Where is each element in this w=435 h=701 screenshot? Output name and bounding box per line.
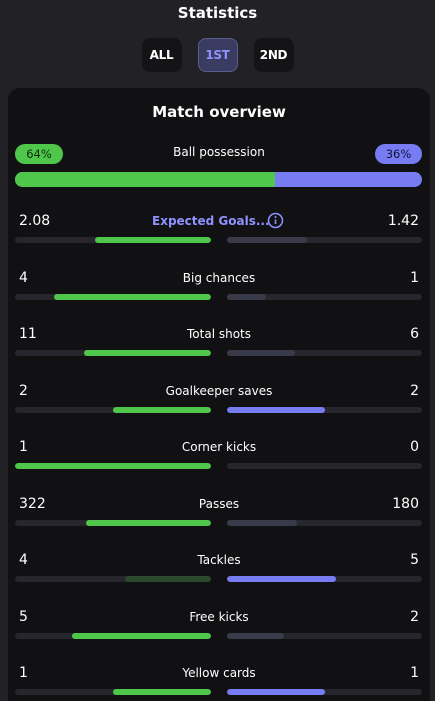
stat-label: Corner kicks [181, 440, 257, 454]
tab-second-half[interactable]: 2ND [253, 38, 294, 72]
away-bar-fill [227, 350, 296, 356]
away-value: 1 [410, 665, 419, 681]
away-bar-fill [227, 237, 307, 243]
home-bar-track [15, 406, 211, 413]
away-value: 6 [410, 326, 419, 342]
away-bar-track [227, 463, 422, 469]
home-bar-track [15, 576, 211, 582]
away-bar-fill [227, 293, 266, 300]
stat-label[interactable]: Expected Goals... [152, 214, 270, 228]
stat-row: 1 Yellow cards 1 [8, 665, 430, 701]
home-bar-fill [54, 293, 211, 300]
home-value: 5 [19, 608, 28, 625]
away-bar-track [227, 689, 422, 695]
stat-row: 322 Passes 180 [8, 496, 430, 536]
away-bar-track [227, 519, 422, 526]
away-value: 1.42 [387, 213, 419, 229]
match-overview-card: Match overview 64% Ball possession 36% 2… [8, 88, 430, 701]
possession-bar-home-fill [15, 172, 276, 187]
home-bar-track [15, 237, 211, 243]
period-tabs: ALL 1ST 2ND [0, 38, 435, 72]
away-value: 180 [392, 495, 419, 512]
away-bar-track [227, 237, 422, 243]
home-bar-fill [95, 237, 211, 243]
home-bar-fill [124, 576, 211, 582]
stat-label: Free kicks [189, 609, 249, 624]
home-bar-track [15, 293, 211, 300]
home-value: 11 [19, 326, 37, 342]
away-bar-track [227, 293, 422, 300]
away-bar-track [227, 406, 422, 413]
stat-row: 5 Free kicks 2 [8, 609, 430, 649]
stat-row: 11 Total shots 6 [8, 326, 430, 366]
home-value: 322 [19, 495, 46, 512]
away-bar-fill [227, 689, 325, 695]
card-title: Match overview [152, 103, 286, 121]
stat-label: Total shots [187, 327, 251, 341]
home-bar-track [15, 632, 211, 639]
home-bar-fill [113, 406, 211, 413]
home-value: 4 [19, 269, 28, 286]
stat-label: Goalkeeper saves [165, 383, 273, 398]
away-bar-track [227, 576, 422, 582]
stat-label: Yellow cards [182, 666, 256, 680]
home-bar-fill [85, 519, 211, 526]
stat-label: Passes [198, 496, 240, 511]
stat-row: 4 Big chances 1 [8, 270, 430, 310]
away-bar-fill [227, 632, 284, 639]
home-bar-fill [15, 463, 211, 469]
stat-label: Tackles [197, 553, 241, 567]
stat-row[interactable]: 2.08 Expected Goals... 1.42 [8, 212, 430, 253]
stat-row: 2 Goalkeeper saves 2 [8, 383, 430, 423]
away-bar-track [227, 632, 422, 639]
info-icon[interactable] [267, 212, 284, 229]
away-bar-fill [227, 406, 325, 413]
page-title: Statistics [177, 4, 258, 22]
home-bar-fill [113, 689, 211, 695]
home-bar-fill [83, 350, 211, 356]
away-value: 2 [410, 382, 419, 399]
home-bar-track [15, 350, 211, 356]
home-possession-badge: 64% [15, 144, 63, 164]
away-value: 5 [410, 552, 419, 568]
away-bar-fill [227, 519, 298, 526]
stat-label: Big chances [182, 270, 256, 285]
home-value: 4 [19, 552, 28, 568]
home-value: 1 [19, 439, 28, 455]
home-bar-track [15, 689, 211, 695]
tab-all[interactable]: ALL [141, 38, 182, 72]
home-value: 2.08 [19, 213, 51, 229]
away-value: 1 [410, 269, 419, 286]
tab-first-half[interactable]: 1ST [197, 38, 238, 72]
stat-row: 4 Tackles 5 [8, 552, 430, 592]
possession-label: Ball possession [173, 145, 265, 159]
away-value: 0 [410, 439, 419, 455]
stat-row: 1 Corner kicks 0 [8, 439, 430, 479]
home-bar-track [15, 519, 211, 526]
away-bar-fill [227, 576, 337, 582]
home-bar-fill [71, 632, 211, 639]
away-value: 2 [410, 608, 419, 625]
home-value: 2 [19, 382, 28, 399]
home-bar-track [15, 463, 211, 469]
home-value: 1 [19, 665, 28, 681]
away-possession-badge: 36% [375, 144, 422, 164]
possession-bar [15, 172, 422, 187]
away-bar-track [227, 350, 422, 356]
